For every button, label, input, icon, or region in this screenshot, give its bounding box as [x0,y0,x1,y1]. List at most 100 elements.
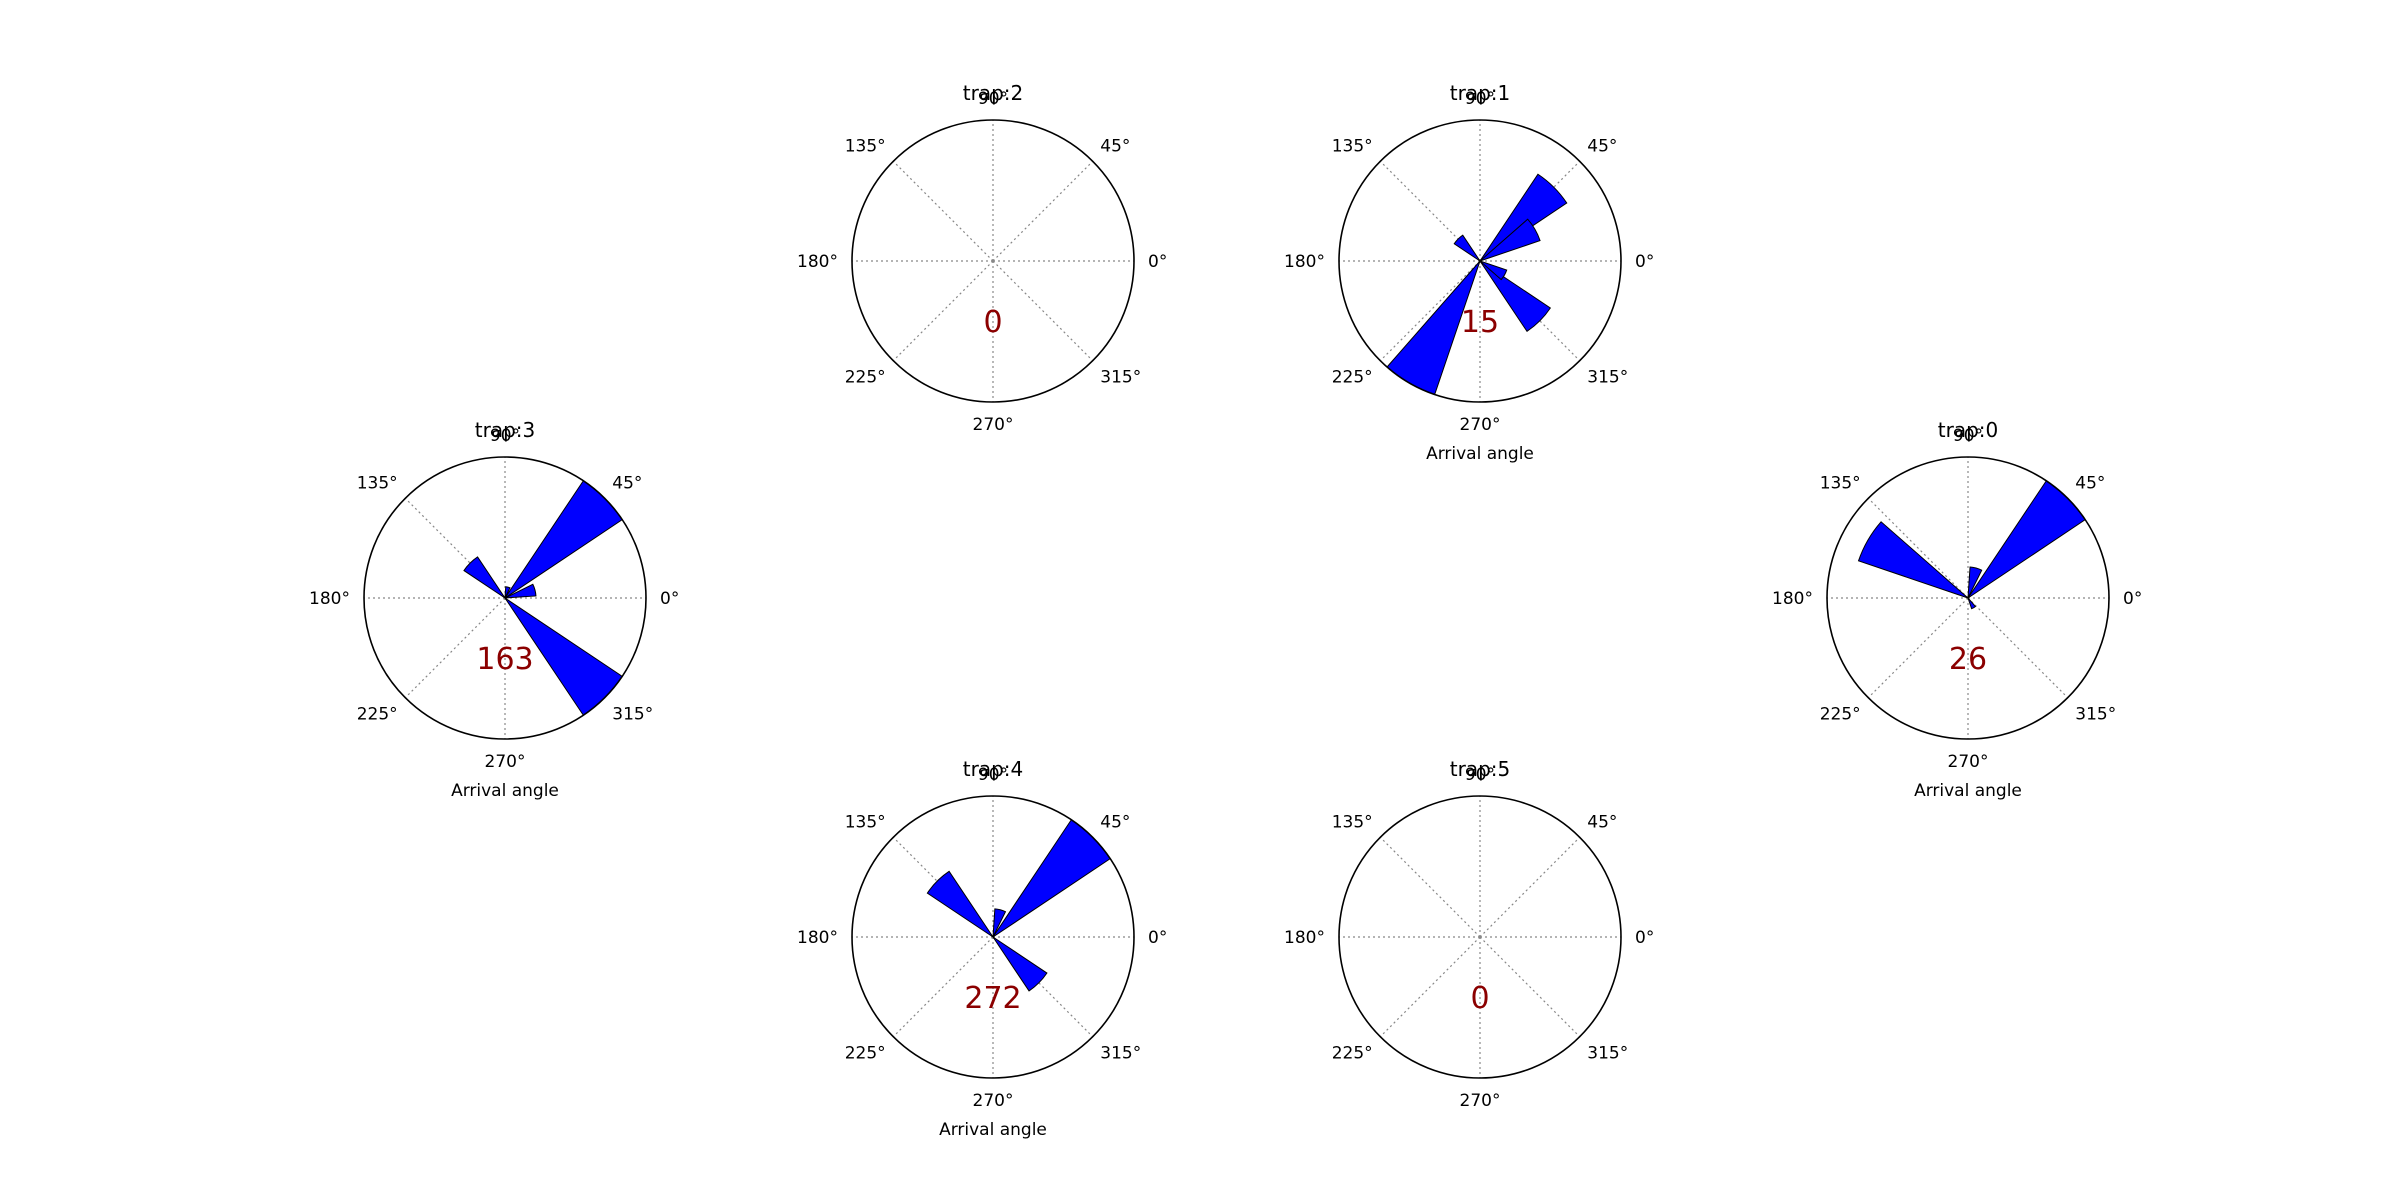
angle-tick-label: 225° [845,367,886,387]
polar-panel-trap-1: 0° 45° 90° 135° 180° 225° 270° 315° trap:1 15 Arri… [1284,81,1654,464]
xaxis-label: Arrival angle [1914,781,2022,801]
count-label: 163 [476,642,533,677]
rose-bar-trap-4-1 [992,908,1007,938]
angular-gridline [992,160,1094,262]
angle-tick-label: 45° [1587,137,1617,157]
rose-bar-trap-3-2 [504,586,511,599]
angular-gridline [1867,597,1969,699]
angle-tick-label: 180° [797,928,838,948]
angle-tick-label: 180° [1772,589,1813,609]
angle-tick-label: 45° [2075,474,2105,494]
count-label: 0 [983,305,1002,340]
polar-frame [1338,119,1622,403]
angle-tick-label: 270° [973,415,1014,435]
rose-bar-trap-0-1 [1967,566,1983,599]
angle-tick-label: 0° [1635,252,1654,272]
count-label: 0 [1470,981,1489,1016]
count-label: 272 [964,981,1021,1016]
angle-tick-label: 180° [797,252,838,272]
polar-panel-trap-2: 0° 45° 90° 135° 180° 225° 270° 315° trap:2 0 [797,81,1167,435]
panel-title: trap:5 [1450,757,1510,781]
panel-title: trap:3 [475,418,535,442]
angular-gridline [892,936,994,1038]
angular-gridline [892,160,994,262]
angle-tick-label: 225° [1332,367,1373,387]
angle-tick-label: 90° [490,426,520,446]
rose-bar-trap-1-1 [1479,218,1541,262]
rose-bar-trap-3-3 [463,556,506,599]
polar-frame [851,119,1135,403]
panel-title: trap:2 [963,81,1023,105]
count-label: 26 [1949,642,1987,677]
panel-title: trap:0 [1938,418,1998,442]
count-label: 15 [1461,305,1499,340]
angle-tick-label: 180° [1284,252,1325,272]
angle-tick-label: 180° [1284,928,1325,948]
angle-tick-label: 0° [2123,589,2142,609]
angle-tick-label: 315° [1587,367,1628,387]
angle-tick-label: 135° [1332,137,1373,157]
polar-panel-trap-4: 0° 45° 90° 135° 180° 225° 270° 315° trap:4 272 Arr… [797,757,1167,1140]
rose-bar-trap-1-4 [1479,260,1552,333]
angle-tick-label: 90° [1465,765,1495,785]
angle-tick-label: 315° [1100,367,1141,387]
polar-frame [851,795,1135,1079]
angle-tick-label: 270° [973,1091,1014,1111]
angular-gridline [1479,936,1581,1038]
angular-gridline [1379,160,1481,262]
angle-tick-label: 180° [309,589,350,609]
rose-bar-trap-1-5 [1479,260,1508,281]
angle-tick-label: 135° [845,813,886,833]
angular-gridline [404,497,506,599]
xaxis-label: Arrival angle [1426,444,1534,464]
angular-gridline [1379,936,1481,1038]
angle-tick-label: 45° [1100,137,1130,157]
angle-tick-label: 315° [2075,704,2116,724]
angle-tick-label: 225° [1820,704,1861,724]
angle-tick-label: 0° [1635,928,1654,948]
rose-bar-trap-1-0 [1479,173,1568,262]
xaxis-label: Arrival angle [939,1120,1047,1140]
angle-tick-label: 90° [1465,89,1495,109]
rose-bar-trap-4-2 [926,870,994,938]
polar-panel-trap-5: 0° 45° 90° 135° 180° 225° 270° 315° trap:5 0 [1284,757,1654,1111]
angular-gridline [1479,836,1581,938]
angle-tick-label: 90° [978,765,1008,785]
angle-tick-label: 315° [1100,1043,1141,1063]
angle-tick-label: 90° [1953,426,1983,446]
panel-title: trap:4 [963,757,1023,781]
angular-gridline [992,260,1094,362]
rose-bar-trap-3-1 [504,583,537,599]
angle-tick-label: 315° [1587,1043,1628,1063]
angle-tick-label: 90° [978,89,1008,109]
angular-gridline [1967,597,2069,699]
angle-tick-label: 225° [357,704,398,724]
angle-tick-label: 315° [612,704,653,724]
angular-gridline [404,597,506,699]
rose-bar-trap-0-2 [1857,521,1969,599]
xaxis-label: Arrival angle [451,781,559,801]
angle-tick-label: 225° [1332,1043,1373,1063]
rose-bar-trap-1-2 [1453,234,1481,262]
angle-tick-label: 0° [1148,252,1167,272]
polar-panel-trap-0: 0° 45° 90° 135° 180° 225° 270° 315° trap:0 26 Arri… [1772,418,2142,801]
angle-tick-label: 0° [660,589,679,609]
angle-tick-label: 135° [845,137,886,157]
angle-tick-label: 270° [1460,1091,1501,1111]
angle-tick-label: 0° [1148,928,1167,948]
angular-gridline [992,936,1094,1038]
angle-tick-label: 45° [612,474,642,494]
angle-tick-label: 270° [1460,415,1501,435]
panel-title: trap:1 [1450,81,1510,105]
rose-bar-trap-4-3 [992,936,1048,992]
angular-gridline [1867,497,1969,599]
angle-tick-label: 135° [357,474,398,494]
angle-tick-label: 135° [1820,474,1861,494]
polar-frame [363,456,647,740]
angle-tick-label: 270° [1948,752,1989,772]
polar-frame [1338,795,1622,1079]
angle-tick-label: 45° [1587,813,1617,833]
angle-tick-label: 225° [845,1043,886,1063]
angular-gridline [1379,836,1481,938]
